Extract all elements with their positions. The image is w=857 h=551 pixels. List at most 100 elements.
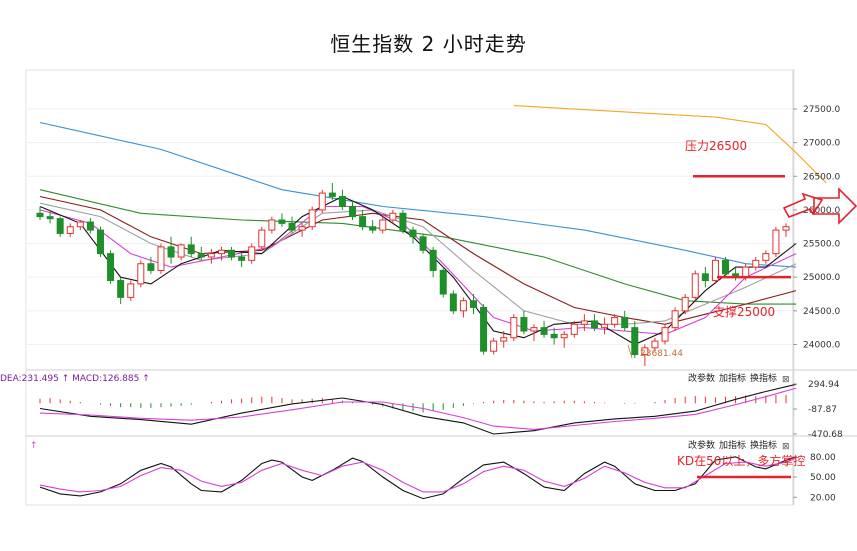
candle-body [338,195,346,208]
macd-tick-label: -470.68 [808,430,843,440]
candle-body [449,293,457,312]
kd-switch-indicator-button[interactable]: 换指标 [750,439,777,451]
candle-body [661,327,669,342]
candle-body [288,222,296,231]
price-tick-label: 24000.0 [803,340,840,350]
candle-body [469,300,477,308]
resistance-label: 压力26500 [685,139,747,153]
macd-tick-label: 294.94 [808,380,840,390]
candle-body [66,226,74,234]
low-pointer-line [627,344,633,359]
price-tick-label: 25500.0 [803,240,840,250]
arrow-right-icon [813,187,857,225]
candle-body [510,317,518,339]
candle-body [671,310,679,329]
candle-body [439,269,447,295]
kd-axis-ticks: 80.00 50.00 20.00 [793,453,836,503]
macd-change-params-button[interactable]: 改参数 [688,372,715,384]
grid-lines [26,108,793,345]
candle-body [701,273,709,282]
candle-body [752,259,760,268]
candle-body [389,212,397,221]
macd-dea-line [39,387,797,430]
kd-lines [39,456,797,500]
candle-body [570,323,578,335]
candle-body [127,283,135,298]
macd-lines [39,383,797,435]
candle-body [641,347,649,356]
candle-body [480,306,488,352]
candle-body [621,317,629,329]
macd-switch-indicator-button[interactable]: 换指标 [750,372,777,384]
candle-body [520,317,528,332]
candle-body [107,253,115,282]
candle-body [369,226,377,231]
macd-add-indicator-button[interactable]: 加指标 [719,372,746,384]
candle-body [772,229,780,255]
candle-body [157,246,165,271]
kd-annotation: KD在50以上，多方掌控 [677,453,805,468]
price-tick-label: 24500.0 [803,307,840,317]
arrow-up-right-icon [782,192,824,218]
candle-body [590,320,598,329]
support-label: 支撑25000 [713,304,775,319]
candle-body [46,216,54,220]
low-label: 23681.44 [640,349,683,359]
candle-body [500,337,508,342]
candle-body [601,323,609,329]
kd-d-line [39,457,797,493]
kd-tick-label: 20.00 [810,493,836,503]
candle-body [96,229,104,255]
candle-body [278,219,286,224]
candle-body [167,246,175,258]
macd-indicator-label: DEA:231.495 ↑ MACD:126.885 ↑ [0,374,150,384]
candle-body [238,256,246,261]
candle-body [56,218,64,234]
kd-tick-label: 80.00 [810,453,836,463]
kd-change-params-button[interactable]: 改参数 [688,439,715,451]
candle-body [782,226,790,231]
candle-body [681,296,689,312]
candle-body [298,226,306,231]
candle-body [228,249,236,258]
macd-tick-label: -87.87 [808,405,837,415]
candle-body [177,244,185,258]
candle-body [711,259,719,282]
moving-average-line [39,121,797,268]
macd-axis-ticks: 294.94 -87.87 -470.68 [793,380,843,440]
kd-add-indicator-button[interactable]: 加指标 [719,439,746,451]
kd-indicator-label: ↑ [30,441,38,451]
candle-body [651,340,659,349]
candle-body [217,249,225,255]
macd-close-icon[interactable]: ⊠ [782,375,790,385]
candle-body [540,327,548,335]
candle-body [268,219,276,231]
candle-body [308,209,316,228]
candle-body [419,236,427,251]
macd-dif-line [39,383,797,435]
candle-body [429,249,437,271]
moving-average-line [39,189,797,305]
price-tick-label: 27000.0 [803,139,840,149]
macd-histogram [39,394,787,413]
candle-body [762,253,770,261]
kd-close-icon[interactable]: ⊠ [782,442,790,452]
kd-tick-label: 50.00 [810,473,836,483]
chart-title: 恒生指数 2 小时走势 [330,32,527,56]
price-tick-label: 26000.0 [803,206,840,216]
candle-body [117,280,125,298]
candle-body [187,244,195,255]
candle-body [691,273,699,298]
candle-body [399,212,407,231]
price-tick-label: 25000.0 [803,273,840,283]
candle-body [631,327,639,356]
candle-body [550,333,558,339]
candle-body [137,263,145,285]
candle-body [580,320,588,325]
price-axis-ticks: 27500.0 27000.0 26500.0 26000.0 25500.0 25000… [793,105,840,350]
candle-body [258,229,266,248]
candle-body [409,229,417,238]
candle-body [36,212,44,218]
chart-frame [25,69,795,506]
